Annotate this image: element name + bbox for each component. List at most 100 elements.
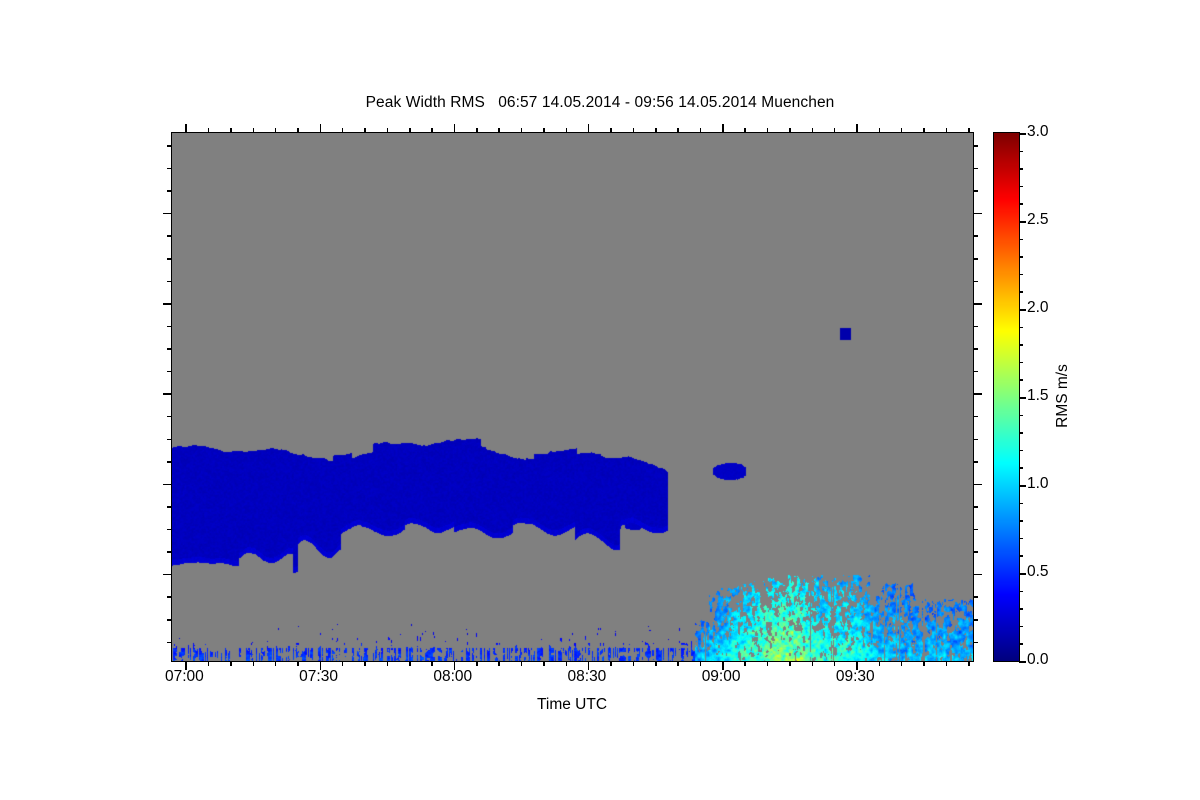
- colorbar-tick-label: 0.0: [1027, 651, 1049, 668]
- y-tick-minor: [167, 190, 172, 192]
- colorbar-tick-minor: [1019, 168, 1023, 170]
- x-tick-minor: [297, 661, 299, 666]
- x-tick-minor: [565, 661, 568, 666]
- x-tick-top-major: [453, 124, 456, 133]
- y-tick-right-minor: [973, 438, 978, 441]
- colorbar-title: RMS m/s: [1054, 364, 1071, 428]
- x-tick-minor: [610, 661, 612, 666]
- x-tick-top-minor: [632, 128, 635, 133]
- x-tick-top-minor: [297, 128, 299, 133]
- y-tick-right-minor: [973, 619, 978, 621]
- colorbar-tick-label: 2.5: [1027, 211, 1049, 228]
- x-tick-top-minor: [498, 128, 500, 133]
- colorbar-tick-minor: [1019, 432, 1023, 434]
- x-tick-minor: [945, 661, 948, 666]
- x-tick-minor: [543, 661, 545, 666]
- colorbar-tick-label: 2.0: [1027, 299, 1049, 316]
- y-tick-right-major: [973, 393, 982, 395]
- y-tick-right-major: [973, 573, 982, 576]
- y-tick-right-minor: [973, 167, 978, 170]
- y-tick-major: [163, 393, 172, 395]
- y-tick-major: [163, 303, 172, 305]
- y-tick-right-minor: [973, 280, 978, 283]
- x-tick-minor: [699, 661, 702, 666]
- heatmap-canvas: [172, 133, 973, 661]
- colorbar-tick-minor: [1019, 273, 1023, 276]
- colorbar-tick-label: 3.0: [1027, 123, 1049, 140]
- y-tick-right-minor: [973, 461, 978, 463]
- colorbar-tick-minor: [1019, 590, 1023, 593]
- colorbar-tick-minor: [1019, 326, 1023, 329]
- x-tick-top-minor: [252, 128, 254, 133]
- x-tick-top-minor: [811, 128, 814, 133]
- plot-area[interactable]: [163, 124, 982, 670]
- x-tick-top-minor: [207, 128, 210, 133]
- y-tick-minor: [167, 438, 172, 441]
- y-tick-minor: [167, 619, 172, 621]
- x-tick-label: 08:00: [433, 668, 473, 685]
- colorbar-tick-minor: [1019, 185, 1023, 188]
- x-tick-minor: [811, 661, 814, 666]
- colorbar-tick-minor: [1019, 502, 1023, 505]
- colorbar[interactable]: [993, 132, 1026, 663]
- colorbar-tick-minor: [1019, 203, 1023, 205]
- y-tick-right-major: [973, 303, 982, 305]
- colorbar-tick-label: 1.5: [1027, 387, 1049, 404]
- y-tick-right-major: [973, 483, 982, 486]
- y-tick-minor: [167, 145, 172, 147]
- x-tick-top-minor: [341, 128, 344, 133]
- x-tick-minor: [498, 661, 500, 666]
- x-tick-minor: [207, 661, 210, 666]
- x-tick-major: [185, 661, 187, 670]
- x-tick-minor: [968, 661, 970, 666]
- y-tick-right-minor: [973, 370, 978, 373]
- colorbar-tick-label: 0.5: [1027, 563, 1049, 580]
- x-tick-minor: [386, 661, 389, 666]
- y-tick-minor: [167, 370, 172, 373]
- x-tick-minor: [341, 661, 344, 666]
- x-tick-top-minor: [833, 128, 836, 133]
- y-tick-right-minor: [973, 325, 978, 328]
- x-tick-label: 07:30: [299, 668, 338, 685]
- x-tick-minor: [431, 661, 433, 666]
- y-tick-right-minor: [973, 145, 978, 147]
- x-tick-major: [856, 661, 858, 670]
- x-tick-minor: [655, 661, 657, 666]
- x-tick-top-minor: [789, 128, 791, 133]
- y-tick-minor: [167, 641, 172, 644]
- x-tick-major: [319, 661, 322, 670]
- y-tick-minor: [167, 415, 172, 418]
- x-tick-top-minor: [699, 128, 702, 133]
- y-tick-minor: [167, 258, 172, 260]
- x-tick-top-minor: [476, 128, 478, 133]
- x-tick-top-major: [587, 124, 590, 133]
- colorbar-tick-minor: [1019, 608, 1023, 610]
- y-tick-right-minor: [973, 235, 978, 237]
- x-tick-top-minor: [766, 128, 769, 133]
- y-tick-minor: [167, 551, 172, 553]
- colorbar-tick-major: [1019, 573, 1026, 575]
- colorbar-tick-minor: [1019, 643, 1023, 645]
- y-tick-right-minor: [973, 258, 978, 260]
- x-tick-top-minor: [364, 128, 366, 133]
- x-tick-minor: [878, 661, 881, 666]
- y-tick-major: [163, 483, 172, 486]
- x-tick-top-major: [185, 124, 187, 133]
- x-tick-top-minor: [274, 128, 277, 133]
- x-tick-label: 09:30: [835, 668, 875, 685]
- y-tick-right-minor: [973, 551, 978, 553]
- x-tick-minor: [520, 661, 523, 666]
- y-tick-minor: [167, 506, 172, 508]
- y-tick-minor: [167, 596, 172, 598]
- x-tick-minor: [364, 661, 366, 666]
- chart-title: Peak Width RMS 06:57 14.05.2014 - 09:56 …: [365, 94, 835, 111]
- x-tick-top-major: [319, 124, 322, 133]
- x-tick-minor: [409, 661, 411, 666]
- x-tick-top-minor: [520, 128, 523, 133]
- x-tick-label: 07:00: [165, 668, 204, 685]
- x-tick-top-minor: [655, 128, 657, 133]
- colorbar-tick-major: [1019, 397, 1026, 399]
- colorbar-tick-minor: [1019, 344, 1023, 346]
- colorbar-tick-major: [1019, 485, 1026, 487]
